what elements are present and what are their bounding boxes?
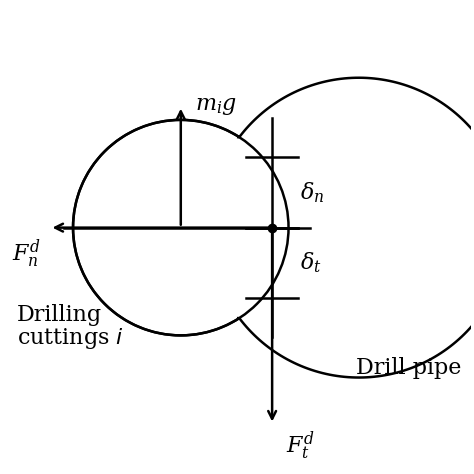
Text: Drilling: Drilling [17,304,102,326]
Text: $\delta_n$: $\delta_n$ [300,180,325,205]
Text: $F_t^d$: $F_t^d$ [286,429,315,462]
Text: cuttings $i$: cuttings $i$ [17,326,124,351]
Text: $\delta_t$: $\delta_t$ [300,250,322,275]
Text: $F_n^d$: $F_n^d$ [12,237,40,270]
Text: Drill pipe: Drill pipe [356,357,462,379]
Text: $m_i g$: $m_i g$ [195,97,237,118]
